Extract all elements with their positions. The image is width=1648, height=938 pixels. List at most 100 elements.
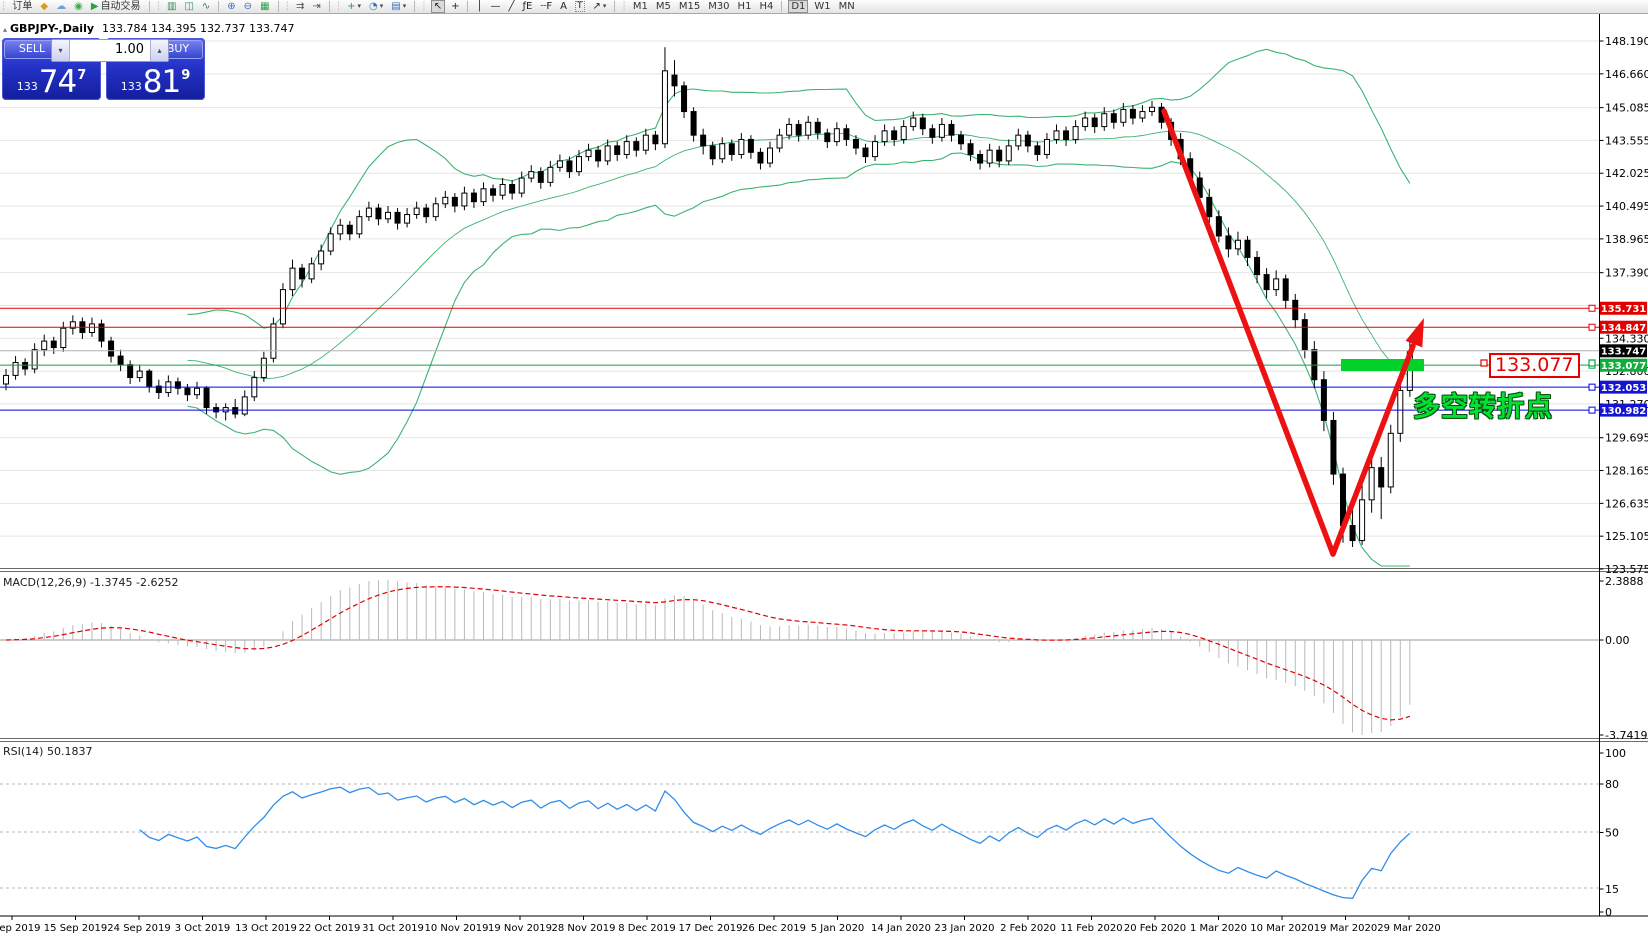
line-anchor [1588,359,1596,367]
horizontal-line-button[interactable]: — [490,1,501,12]
zoom-in-icon[interactable]: ⊕ [227,1,236,12]
candlestick-icon[interactable]: ◫ [184,1,194,12]
macd-name: MACD(12,26,9) [3,576,87,589]
svg-text:100: 100 [1605,747,1626,760]
autotrade-button[interactable]: ▶ 自动交易 [90,1,141,12]
text-label-button[interactable]: T [575,1,585,12]
pivot-point-note[interactable]: 多空转折点 [1413,392,1553,423]
trend-arrow-head [1405,318,1424,348]
indicators-button[interactable]: + ▾ [347,1,362,12]
bollinger-upper [187,48,1411,329]
sell-price-prefix: 133 [16,80,38,93]
svg-text:50: 50 [1605,827,1619,840]
chart-shift-icon[interactable]: ⇥ [312,1,321,12]
toolbar-grip: ┆ [421,1,427,12]
volume-up-button[interactable]: ▴ [150,40,168,61]
sell-button[interactable]: SELL [4,40,60,59]
svg-text:133.077: 133.077 [1601,361,1647,372]
svg-text:148.190: 148.190 [1605,35,1648,48]
svg-text:80: 80 [1605,778,1619,791]
text-button[interactable]: A [560,1,567,12]
svg-text:-3.7419: -3.7419 [1605,729,1647,742]
svg-text:129.695: 129.695 [1605,432,1648,445]
deposit-icon[interactable]: ◆ [40,1,49,12]
trendline-button[interactable]: ╱ [508,1,515,12]
timeframe-d1-button[interactable]: D1 [788,0,809,13]
volume-down-button[interactable]: ▾ [52,40,70,61]
sell-price-sup: 7 [77,68,87,83]
timeframe-w1-button[interactable]: W1 [814,1,831,12]
price-badge [1600,320,1647,334]
svg-text:26 Dec 2019: 26 Dec 2019 [742,923,806,934]
timeframe-m30-button[interactable]: M30 [708,1,730,12]
price-badge [1600,403,1647,417]
svg-text:3 Oct 2019: 3 Oct 2019 [175,923,230,934]
volume-input[interactable]: 1.00 [115,42,144,57]
rsi-indicator-label: RSI(14) 50.1837 [3,745,92,758]
svg-text:24 Sep 2019: 24 Sep 2019 [107,923,170,934]
cursor-button[interactable]: ↖ [430,0,446,13]
cloud-icon[interactable]: ☁ [56,1,67,12]
toolbar-separator [277,1,279,12]
volume-control: ▾ 1.00 ▴ [51,39,169,62]
svg-text:1 Mar 2020: 1 Mar 2020 [1190,923,1247,934]
macd-indicator-label: MACD(12,26,9) -1.3745 -2.6252 [3,576,178,589]
fibonacci-button[interactable]: ƒE [522,1,533,12]
annotations[interactable] [1161,108,1596,557]
highlight-zone [1341,359,1424,371]
toolbar-separator [328,1,330,12]
svg-text:126.635: 126.635 [1605,497,1648,510]
svg-text:15 Sep 2019: 15 Sep 2019 [44,923,107,934]
panel-separators[interactable] [0,568,1648,917]
svg-text:5 Jan 2020: 5 Jan 2020 [811,923,865,934]
svg-text:28 Nov 2019: 28 Nov 2019 [551,923,615,934]
toolbar-grip: ┆ [284,1,290,12]
auto-scroll-icon[interactable]: ⇉ [295,1,305,12]
horizontal-level-lines[interactable] [0,304,1599,414]
toolbar-grip: ┆ [335,1,342,12]
periods-button[interactable]: ◔ ▾ [369,1,384,12]
price-badge [1600,380,1647,394]
svg-text:19 Nov 2019: 19 Nov 2019 [488,923,552,934]
line-chart-icon[interactable]: ∿ [201,1,211,12]
timeframe-m15-button[interactable]: M15 [678,1,701,12]
svg-text:0: 0 [1605,906,1612,919]
timeframe-m5-button[interactable]: M5 [655,1,671,12]
svg-text:142.025: 142.025 [1605,167,1648,180]
new-order-button[interactable]: 订单 [12,1,33,12]
toolbar-grip: ┆ [1,1,7,12]
svg-text:23 Jan 2020: 23 Jan 2020 [935,923,995,934]
arrows-button[interactable]: ↗ ▾ [592,1,607,12]
vertical-line-button[interactable]: │ [476,1,483,12]
svg-text:134.330: 134.330 [1605,332,1648,345]
tile-windows-icon[interactable]: ▦ [260,1,270,12]
svg-text:19 Mar 2020: 19 Mar 2020 [1314,923,1377,934]
toolbar-separator [414,1,416,12]
signal-icon[interactable]: ◉ [74,1,83,12]
timeframe-h1-button[interactable]: H1 [737,1,752,12]
panel-collapse-icon[interactable]: ▴ [3,25,8,34]
timeframe-m1-button[interactable]: M1 [632,1,648,12]
svg-text:15: 15 [1605,883,1619,896]
toolbar-separator [467,1,469,12]
svg-text:13 Oct 2019: 13 Oct 2019 [235,923,297,934]
timeframe-mn-button[interactable]: MN [838,1,855,12]
svg-text:11 Feb 2020: 11 Feb 2020 [1060,923,1122,934]
rsi-line [139,786,1411,899]
templates-button[interactable]: ▤ ▾ [391,1,407,12]
svg-text:135.731: 135.731 [1601,304,1647,315]
toolbar-separator [148,1,150,12]
svg-text:8 Dec 2019: 8 Dec 2019 [618,923,676,934]
bollinger-middle [187,130,1411,380]
fibo-expansion-button[interactable]: ┈F [540,1,553,12]
svg-text:5 Sep 2019: 5 Sep 2019 [0,923,41,934]
crosshair-button[interactable]: + [451,1,460,12]
timeframe-h4-button[interactable]: H4 [759,1,774,12]
price-callout-label[interactable]: 133.077 [1489,353,1580,378]
bar-chart-icon[interactable]: ▥ [166,1,177,12]
svg-text:137.390: 137.390 [1605,267,1648,280]
svg-text:146.660: 146.660 [1605,68,1648,81]
zoom-out-icon[interactable]: ⊖ [243,1,253,12]
